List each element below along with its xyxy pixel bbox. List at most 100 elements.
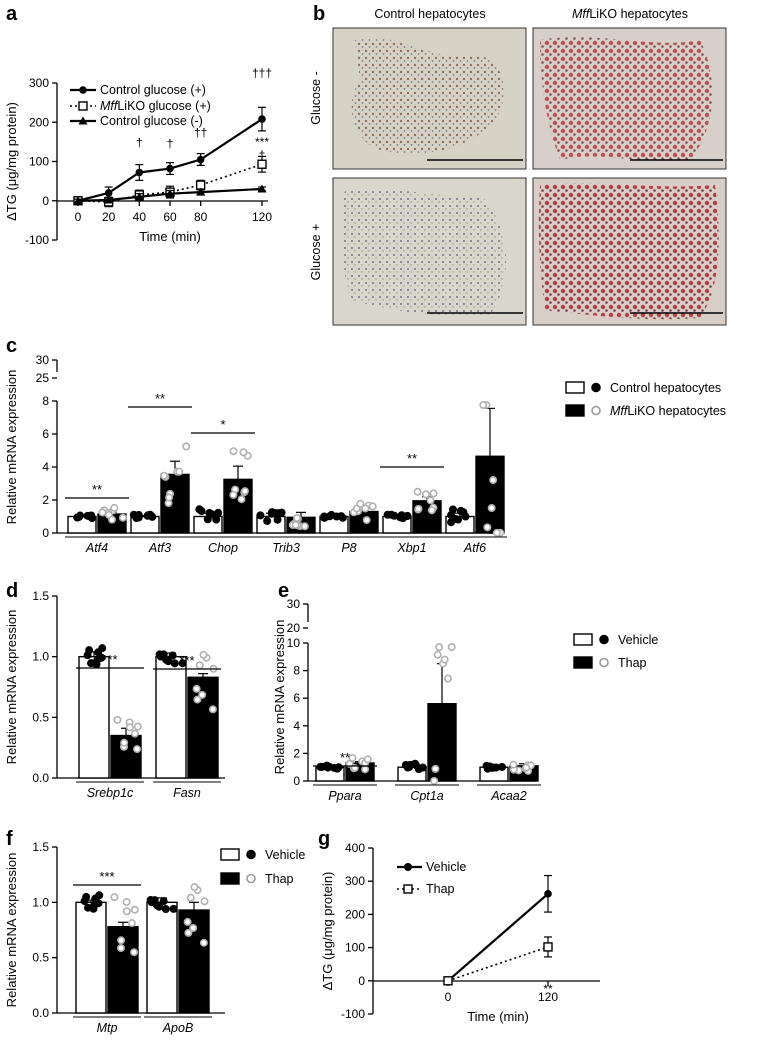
data-point (461, 512, 470, 521)
data-point (240, 487, 249, 496)
data-point (85, 511, 94, 520)
legend-label: MffLiKO glucose (+) (100, 99, 211, 113)
legend-marker (246, 849, 256, 860)
data-point (97, 653, 106, 662)
legend-label: Thap (426, 882, 455, 896)
data-point (196, 155, 205, 164)
y-tick-label: 0 (293, 774, 300, 788)
significance-label: † (259, 148, 266, 162)
data-point (237, 495, 246, 504)
data-point (120, 738, 129, 747)
legend-swatch (220, 848, 240, 861)
data-point (208, 705, 217, 714)
data-point (348, 753, 357, 762)
legend-marker (246, 873, 256, 884)
data-point (129, 510, 138, 519)
data-point (229, 490, 238, 499)
data-point (159, 897, 168, 906)
y-tick-label: 1.5 (32, 840, 49, 854)
significance-label: * (198, 158, 203, 172)
data-point (165, 189, 175, 198)
data-point (263, 516, 272, 525)
data-point (122, 897, 131, 906)
data-point (170, 659, 179, 668)
data-point (229, 447, 238, 456)
x-tick-label: Trib3 (272, 541, 300, 555)
data-point (418, 763, 427, 772)
micrograph-col-title-ko-italic: Mff (572, 7, 591, 21)
chart-panel-d: 0.0 0.5 1.0 1.5 Relative mRNA expression Sreb… (4, 589, 225, 800)
y-tick-label: 1.0 (32, 895, 49, 909)
data-point (214, 508, 223, 517)
chart-panel-g: -100 0 100 200 300 400 0 120 Time (min) ΔTG (μg/m… (320, 841, 600, 1024)
bar (146, 901, 178, 1014)
data-point (443, 674, 452, 683)
data-point (186, 893, 195, 902)
significance-label: * (168, 165, 173, 179)
series-line (77, 118, 263, 202)
legend-label: Vehicle (265, 848, 305, 862)
x-tick-label: Ppara (328, 789, 361, 803)
significance-label: †† (194, 126, 207, 140)
panel-letter-g: g (318, 828, 330, 850)
data-point (108, 515, 117, 524)
y-axis-label: Relative mRNA expression (4, 610, 19, 765)
panel-letter-e: e (278, 580, 289, 602)
significance-label: *** (99, 869, 114, 884)
data-point (270, 509, 279, 518)
data-point (130, 905, 139, 914)
data-point (361, 765, 370, 774)
data-point (456, 506, 465, 515)
data-point (134, 192, 144, 201)
legend-label: Vehicle (618, 633, 658, 647)
data-point (193, 695, 202, 704)
data-point (160, 471, 169, 480)
data-point (318, 762, 327, 771)
y-tick-label: -100 (341, 1007, 365, 1021)
y-tick-label: 10 (287, 636, 301, 650)
legend-marker (599, 634, 609, 645)
x-tick-label: 120 (538, 990, 558, 1004)
data-point (182, 442, 191, 451)
significance-label: ** (407, 451, 417, 466)
y-axis-label: Relative mRNA expression (272, 620, 287, 775)
data-point (104, 195, 114, 204)
data-point (130, 729, 139, 738)
data-point (498, 762, 507, 771)
data-point (522, 763, 531, 772)
y-tick-label: 1.0 (32, 650, 49, 664)
data-point (256, 511, 265, 520)
x-tick-label: 120 (252, 210, 272, 224)
micrograph-col-title-control: Control hepatocytes (374, 7, 485, 21)
y-tick-label: 100 (29, 155, 49, 169)
data-point (368, 502, 377, 511)
legend-label: Control hepatocytes (610, 381, 721, 395)
data-point (387, 510, 396, 519)
data-point (482, 761, 491, 770)
data-point (86, 659, 95, 668)
y-tick-label: 8 (293, 664, 300, 678)
x-tick-label: 0 (75, 210, 82, 224)
significance-label: *** (255, 135, 269, 149)
x-tick-label: Xbp1 (396, 541, 426, 555)
data-point (135, 168, 144, 177)
chart-panel-c: 0 2 4 6 8 25 30 Relative mRNA expression Atf4 Atf… (4, 353, 726, 555)
data-point (168, 651, 177, 660)
data-point (166, 164, 174, 173)
x-tick-label: Cpt1a (410, 789, 443, 803)
data-point (492, 528, 501, 537)
data-point (277, 508, 286, 517)
x-tick-label: 60 (163, 210, 177, 224)
micrograph-col-title-ko-rest: LiKO hepatocytes (589, 7, 688, 21)
y-tick-label: 400 (345, 841, 365, 855)
data-point (544, 890, 552, 898)
significance-label: *** (102, 652, 117, 667)
data-point (82, 892, 91, 901)
x-tick-label: Fasn (173, 786, 201, 800)
series-line (77, 163, 263, 203)
y-tick-label: 2 (293, 746, 300, 760)
data-point (196, 187, 206, 196)
y-tick-label: 25 (36, 371, 50, 385)
y-tick-label: 30 (287, 597, 301, 611)
data-point (133, 745, 142, 754)
